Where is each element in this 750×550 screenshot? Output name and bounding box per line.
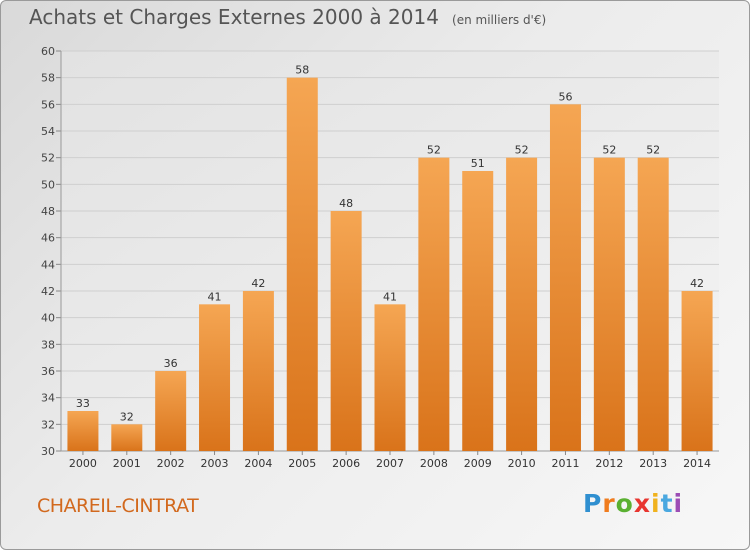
y-tick-label: 36 — [41, 365, 55, 378]
y-tick-label: 46 — [41, 232, 55, 245]
bar — [111, 424, 143, 451]
data-label: 52 — [427, 144, 441, 157]
y-tick-label: 54 — [41, 125, 55, 138]
bar — [549, 104, 581, 451]
x-tick-label: 2004 — [244, 457, 272, 470]
logo-letter: x — [633, 489, 651, 518]
y-tick-label: 58 — [41, 72, 55, 85]
bar — [286, 77, 318, 452]
bar — [374, 304, 406, 451]
x-tick-label: 2014 — [683, 457, 711, 470]
data-label: 48 — [339, 197, 353, 210]
x-tick-label: 2012 — [595, 457, 623, 470]
data-label: 52 — [646, 144, 660, 157]
data-label: 41 — [208, 290, 222, 303]
y-tick-label: 30 — [41, 445, 55, 458]
x-tick-label: 2002 — [157, 457, 185, 470]
data-label: 42 — [690, 277, 704, 290]
x-tick-label: 2005 — [288, 457, 316, 470]
data-label: 36 — [164, 357, 178, 370]
y-tick-label: 56 — [41, 98, 55, 111]
proxiti-logo: Proxiti — [583, 489, 683, 518]
x-tick-label: 2009 — [464, 457, 492, 470]
bar — [593, 157, 625, 451]
logo-letter: t — [660, 489, 674, 518]
data-label: 52 — [515, 144, 529, 157]
data-label: 58 — [295, 64, 309, 77]
logo-letter: P — [583, 489, 603, 518]
bar — [637, 157, 669, 451]
bar — [418, 157, 450, 451]
data-label: 32 — [120, 410, 134, 423]
bar — [242, 291, 274, 451]
x-tick-label: 2000 — [69, 457, 97, 470]
y-tick-label: 40 — [41, 312, 55, 325]
y-tick-label: 38 — [41, 338, 55, 351]
y-tick-label: 44 — [41, 258, 55, 271]
x-tick-label: 2001 — [113, 457, 141, 470]
x-tick-label: 2007 — [376, 457, 404, 470]
bar — [155, 371, 187, 451]
data-label: 42 — [251, 277, 265, 290]
y-tick-label: 52 — [41, 152, 55, 165]
x-tick-label: 2003 — [201, 457, 229, 470]
x-tick-label: 2008 — [420, 457, 448, 470]
data-label: 41 — [383, 290, 397, 303]
chart-subtitle: (en milliers d'€) — [452, 13, 547, 27]
logo-letter: o — [615, 489, 634, 518]
y-tick-label: 32 — [41, 418, 55, 431]
chart-title: Achats et Charges Externes 2000 à 2014 — [29, 5, 439, 29]
logo-letter: r — [602, 489, 616, 518]
x-tick-label: 2013 — [639, 457, 667, 470]
logo-letter: i — [673, 489, 684, 518]
bar — [199, 304, 231, 451]
x-tick-label: 2006 — [332, 457, 360, 470]
x-tick-label: 2010 — [508, 457, 536, 470]
bar — [506, 157, 538, 451]
data-label: 51 — [471, 157, 485, 170]
bar — [681, 291, 713, 451]
y-tick-label: 60 — [41, 45, 55, 58]
y-tick-label: 50 — [41, 178, 55, 191]
bar — [67, 411, 99, 451]
bar — [330, 211, 362, 451]
y-tick-label: 34 — [41, 392, 55, 405]
data-label: 52 — [602, 144, 616, 157]
bar — [462, 171, 494, 451]
logo-letter: i — [651, 489, 661, 518]
data-label: 33 — [76, 397, 90, 410]
city-name: CHAREIL-CINTRAT — [37, 495, 199, 517]
chart-title-block: Achats et Charges Externes 2000 à 2014 (… — [29, 5, 546, 29]
x-tick-label: 2011 — [551, 457, 579, 470]
data-label: 56 — [558, 90, 572, 103]
y-tick-label: 42 — [41, 285, 55, 298]
y-tick-label: 48 — [41, 205, 55, 218]
